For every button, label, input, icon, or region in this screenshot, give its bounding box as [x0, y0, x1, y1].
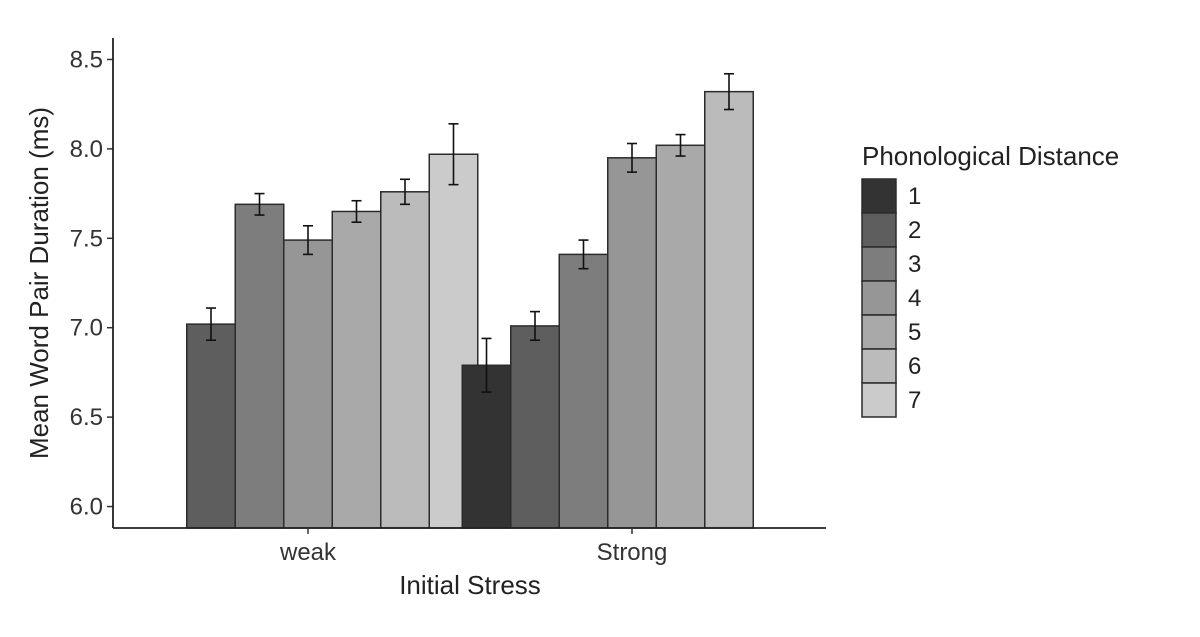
bar [607, 157, 657, 529]
axes [112, 38, 826, 529]
bar [510, 325, 560, 529]
y-tick-label: 6.5 [70, 404, 103, 431]
legend-swatch [861, 212, 897, 248]
legend-label: 5 [908, 319, 921, 346]
bar [558, 253, 609, 529]
y-tick-label: 7.5 [70, 225, 103, 252]
bar [234, 203, 285, 529]
bars [186, 72, 754, 529]
legend-label: 4 [908, 285, 921, 312]
bar [283, 239, 333, 529]
legend: Phonological Distance 1 2 3 4 5 6 7 [861, 141, 1119, 418]
legend-swatch [861, 246, 897, 282]
legend-swatch [861, 178, 897, 214]
bar [331, 210, 382, 529]
legend-swatch [861, 348, 897, 384]
legend-label: 2 [908, 217, 921, 244]
legend-label: 6 [908, 353, 921, 380]
bar [655, 144, 706, 529]
legend-label: 7 [908, 387, 921, 414]
y-tick-label: 6.0 [70, 494, 103, 521]
y-tick-label: 8.5 [70, 46, 103, 73]
y-axis-ticks: 6.0 6.5 7.0 7.5 8.0 8.5 [70, 46, 113, 521]
x-axis-title: Initial Stress [399, 570, 541, 600]
x-tick-label: weak [279, 539, 337, 566]
legend-label: 3 [908, 251, 921, 278]
y-axis-title: Mean Word Pair Duration (ms) [24, 107, 54, 459]
bar [704, 90, 754, 529]
x-axis-ticks: weak Strong [279, 528, 667, 566]
legend-swatch [861, 280, 897, 316]
legend-title: Phonological Distance [862, 141, 1119, 171]
y-tick-label: 8.0 [70, 136, 103, 163]
legend-swatch [861, 382, 897, 418]
legend-swatch [861, 314, 897, 350]
y-tick-label: 7.0 [70, 315, 103, 342]
bar [186, 323, 236, 529]
bar [380, 191, 430, 529]
x-tick-label: Strong [597, 539, 668, 566]
legend-label: 1 [908, 183, 921, 210]
